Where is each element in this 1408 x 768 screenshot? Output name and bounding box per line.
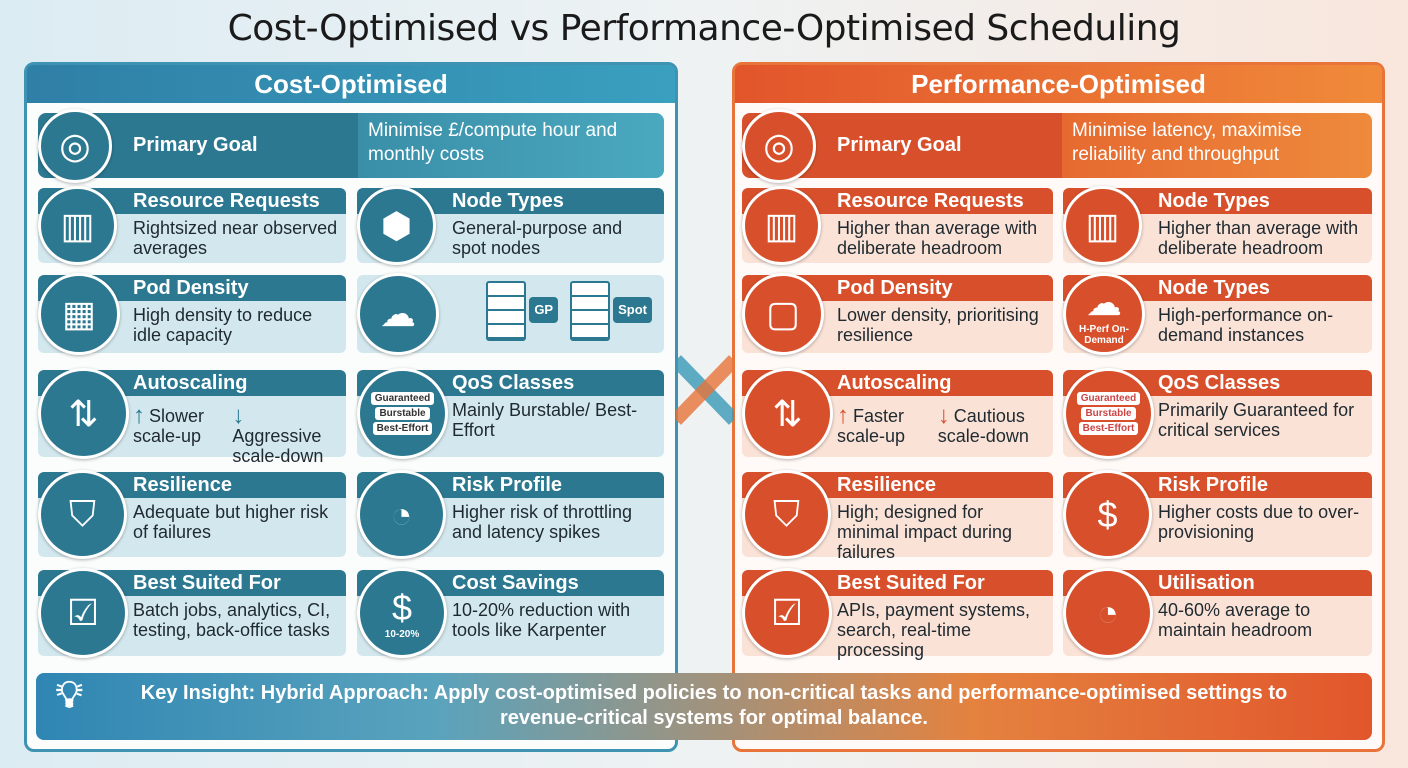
qos-badge: Burstable	[375, 407, 430, 420]
qos-badge: Guaranteed	[1076, 392, 1141, 405]
piggy-bank-icon: $10-20%	[357, 568, 447, 658]
page-title: Cost-Optimised vs Performance-Optimised …	[227, 8, 1181, 49]
server-label: GP	[529, 297, 559, 324]
autoscale-item: ↑ Slower scale-up	[133, 400, 232, 447]
primary-goal-text: Minimise £/compute hour and monthly cost…	[358, 113, 664, 178]
cost-card-qos-classes: QoS Classes Mainly Burstable/ Best-Effort…	[357, 368, 664, 459]
cost-card-cost-savings: Cost Savings 10-20% reduction with tools …	[357, 568, 664, 658]
server-spot: Spot	[570, 281, 652, 341]
cost-card-risk-profile: Risk Profile Higher risk of throttling an…	[357, 470, 664, 559]
performance-card-resilience: Resilience High; designed for minimal imp…	[742, 470, 1053, 562]
autoscale-label: Slower scale-up	[133, 406, 205, 446]
cost-card-autoscaling: Autoscaling ↑ Slower scale-up ↓ Aggressive s…	[38, 368, 346, 466]
autoscale-label: Faster scale-up	[837, 406, 906, 446]
arrow-up-icon: ↑	[133, 402, 145, 429]
gauge-icon: ◔	[1063, 568, 1153, 658]
performance-card-best-suited-for: Best Suited For APIs, payment systems, se…	[742, 568, 1053, 660]
performance-primary-goal: Primary Goal Minimise latency, maximise r…	[742, 109, 1372, 183]
cracked-shield-icon: ⛉	[38, 470, 127, 559]
qos-badges-icon: Guaranteed Burstable Best-Effort	[357, 368, 448, 459]
performance-card-node-types: Node Types Higher than average with delib…	[1063, 186, 1372, 265]
autoscale-item: ↓ Cautious scale-down	[937, 400, 1039, 447]
shield-icon: ⛉	[742, 470, 831, 559]
autoscale-item: ↑ Faster scale-up	[837, 400, 938, 447]
autoscale-lightning-icon: ⇅	[742, 368, 833, 459]
icon-label: H-Perf On-Demand	[1079, 324, 1129, 346]
key-insight-banner: 💡︎ Key Insight: Hybrid Approach: Apply c…	[36, 673, 1372, 740]
bar-chart-icon: ▥	[742, 186, 821, 265]
performance-card-pod-density: Pod Density Lower density, prioritising r…	[742, 273, 1053, 355]
sparse-pods-icon: ▢	[742, 273, 824, 355]
performance-card-qos-classes: QoS Classes Primarily Guaranteed for crit…	[1063, 368, 1372, 459]
performance-panel-heading: Performance-Optimised	[735, 65, 1382, 103]
autoscale-label: Cautious scale-down	[937, 406, 1029, 446]
icon-label: 10-20%	[384, 628, 420, 640]
cost-panel-heading: Cost-Optimised	[27, 65, 675, 103]
qos-badges-icon: Guaranteed Burstable Best-Effort	[1063, 368, 1154, 459]
autoscale-item: ↓ Aggressive scale-down	[232, 400, 331, 467]
primary-goal-text: Minimise latency, maximise reliability a…	[1062, 113, 1372, 178]
dense-pods-icon: ▦	[38, 273, 120, 355]
target-icon: ◎	[742, 109, 816, 183]
cost-card-node-types: Node Types General-purpose and spot nodes…	[357, 186, 664, 265]
qos-badge: Guaranteed	[370, 392, 435, 405]
autoscale-clock-icon: ⇅	[38, 368, 129, 459]
cloud-server-icon: ☁	[357, 273, 439, 355]
cost-card-resource-requests: Resource Requests Rightsized near observe…	[38, 186, 346, 265]
performance-card-utilisation: Utilisation 40-60% average to maintain he…	[1063, 568, 1372, 658]
server-rack-icon	[486, 281, 527, 341]
cost-card-pod-density: Pod Density High density to reduce idle c…	[38, 273, 346, 355]
performance-card-resource-requests: Resource Requests Higher than average wit…	[742, 186, 1053, 265]
bar-chart-icon: ▥	[1063, 186, 1142, 265]
arrow-down-icon: ↓	[232, 402, 245, 429]
server-rack-icon	[570, 281, 611, 341]
clipboard-icon: ☑	[742, 568, 832, 658]
cloud-server-icon: ☁ H-Perf On-Demand	[1063, 273, 1145, 355]
bar-chart-icon: ▥	[38, 186, 117, 265]
qos-badge: Best-Effort	[372, 422, 433, 435]
server-label: Spot	[613, 297, 652, 324]
autoscale-label: Aggressive scale-down	[232, 426, 324, 466]
qos-badge: Burstable	[1081, 407, 1136, 420]
cost-card-node-servers: GP Spot ☁	[357, 273, 664, 355]
gauge-icon: ◔	[357, 470, 446, 559]
target-icon: ◎	[38, 109, 112, 183]
arrow-down-icon: ↓	[937, 402, 950, 429]
performance-card-risk-profile: Risk Profile Higher costs due to over-pro…	[1063, 470, 1372, 559]
server-gp: GP	[486, 281, 559, 341]
pod-hexagons-icon: ⬢	[357, 186, 436, 265]
cost-primary-goal: Primary Goal Minimise £/compute hour and …	[38, 109, 664, 183]
performance-card-autoscaling: Autoscaling ↑ Faster scale-up ↓ Cautious sca…	[742, 368, 1053, 459]
cost-card-best-suited-for: Best Suited For Batch jobs, analytics, CI…	[38, 568, 346, 658]
key-insight-text: Key Insight: Hybrid Approach: Apply cost…	[140, 682, 1288, 729]
money-bag-icon: $	[1063, 470, 1152, 559]
crossover-arrows-icon	[676, 355, 734, 425]
qos-badge: Best-Effort	[1078, 422, 1139, 435]
cost-card-resilience: Resilience Adequate but higher risk of fa…	[38, 470, 346, 559]
arrow-up-icon: ↑	[837, 402, 849, 429]
performance-card-node-types: Node Types High-performance on-demand ins…	[1063, 273, 1372, 355]
clipboard-icon: ☑	[38, 568, 128, 658]
lightbulb-icon: 💡︎	[56, 674, 83, 716]
